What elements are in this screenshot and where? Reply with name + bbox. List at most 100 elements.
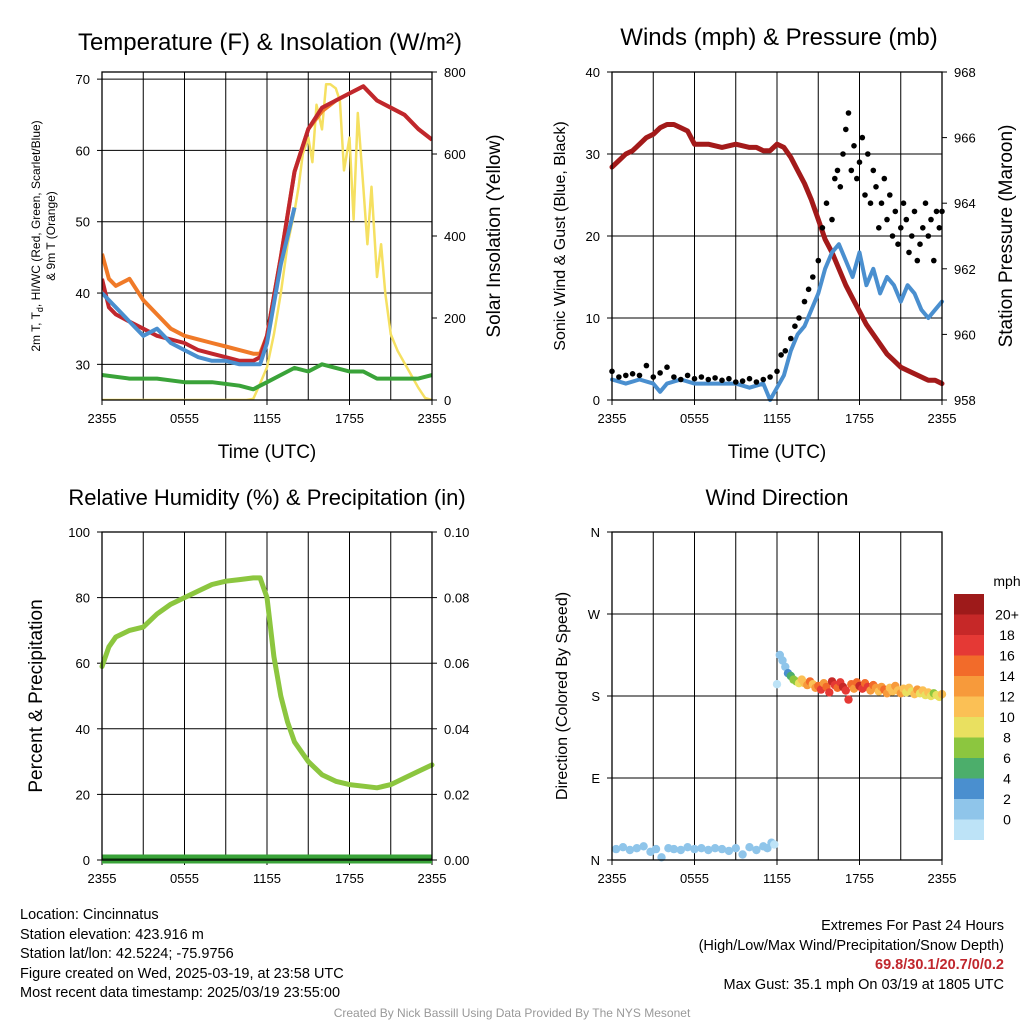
panel4-xtick-label: 0555 <box>680 871 709 886</box>
panel3-xtick-label: 2355 <box>418 871 447 886</box>
panel1-xtick-label: 1755 <box>335 411 364 426</box>
panel3-xtick-label: 1755 <box>335 871 364 886</box>
gust-point <box>931 257 937 264</box>
extremes-subtitle: (High/Low/Max Wind/Precipitation/Snow De… <box>698 937 1004 954</box>
gust-point <box>887 192 893 198</box>
panel1-ytick-label: 50 <box>76 215 90 230</box>
panel4-ytick-label: E <box>591 771 600 786</box>
gust-point <box>840 151 846 157</box>
panel4-ylabel: Direction (Colored By Speed) <box>554 592 571 800</box>
panel2-ytick-label: 30 <box>586 147 600 162</box>
direction-point <box>683 843 692 852</box>
gust-point <box>753 379 760 385</box>
gust-point <box>854 175 860 182</box>
legend-label: 4 <box>1003 771 1011 787</box>
gust-point <box>881 175 888 182</box>
station-location: Location: Cincinnatus <box>20 907 159 923</box>
legend-swatch <box>954 758 984 779</box>
panel3-xtick-label: 0555 <box>170 871 199 886</box>
gust-point <box>643 362 650 369</box>
legend-swatch <box>954 635 984 656</box>
gust-point <box>843 126 849 133</box>
panel3-ytick-label: 60 <box>76 656 90 671</box>
gust-point <box>832 175 838 182</box>
gust-point <box>936 225 943 231</box>
direction-point <box>841 686 850 695</box>
gust-point <box>678 376 684 383</box>
ylabel-part-b: , HI/WC (Red, Green, Scarlet/Blue) <box>29 120 43 307</box>
direction-point <box>770 840 779 849</box>
direction-point <box>632 844 641 853</box>
extremes-title: Extremes For Past 24 Hours <box>821 918 1004 934</box>
legend-label: 14 <box>999 668 1015 684</box>
panel1-xtick-label: 1155 <box>253 411 281 426</box>
gust-point <box>928 216 934 223</box>
panel1-y2tick-label: 200 <box>444 311 466 326</box>
gust-point <box>829 216 835 223</box>
ylabel-part-a: 2m T, T <box>29 311 43 351</box>
gust-point <box>889 233 896 239</box>
station-elevation: Station elevation: 423.916 m <box>20 926 204 943</box>
panel2-y2tick-label: 958 <box>954 393 976 408</box>
gust-point <box>726 375 732 382</box>
gust-point <box>636 372 643 379</box>
panel2-xtick-label: 1755 <box>845 411 874 426</box>
direction-point <box>611 844 621 854</box>
panel2-ylabel: Sonic Wind & Gust (Blue, Black) <box>552 121 569 350</box>
gust-point <box>616 374 622 380</box>
panel2-ytick-label: 0 <box>593 393 600 408</box>
gust-point <box>873 184 879 190</box>
gust-point <box>922 200 929 206</box>
gust-point <box>796 315 802 321</box>
panel1-ytick-label: 60 <box>76 143 90 158</box>
gust-point <box>733 379 739 385</box>
gust-point <box>903 216 910 223</box>
panel1-xlabel: Time (UTC) <box>218 442 317 463</box>
legend-label: 20+ <box>995 607 1019 623</box>
panel1-y2tick-label: 0 <box>444 393 451 408</box>
gust-point <box>767 374 773 380</box>
panel3-y2tick-label: 0.08 <box>444 591 469 606</box>
legend-swatch <box>954 799 984 820</box>
legend-swatch <box>954 778 984 799</box>
direction-point <box>731 844 740 853</box>
direction-point <box>752 845 761 855</box>
gust-point <box>815 257 822 264</box>
gust-point <box>760 376 767 383</box>
panel3-xtick-label: 1155 <box>253 871 281 886</box>
gust-point <box>925 233 932 239</box>
gust-point <box>865 151 871 157</box>
direction-point <box>710 844 720 853</box>
gust-point <box>782 348 789 354</box>
panel1-y2tick-label: 600 <box>444 147 466 162</box>
panel3-xtick-label: 2355 <box>88 871 117 886</box>
panel3-y2tick-label: 0.04 <box>444 722 469 737</box>
panel3-frame <box>101 531 433 861</box>
panel3-y2tick-label: 0.10 <box>444 525 469 540</box>
panel3-title: Relative Humidity (%) & Precipitation (i… <box>68 485 465 510</box>
direction-point <box>717 844 727 854</box>
panel3-ytick-label: 0 <box>83 853 90 868</box>
panel4-ytick-label: N <box>591 853 600 868</box>
series-line-sonic-wind <box>610 242 944 402</box>
panel1-xtick-label: 2355 <box>88 411 117 426</box>
gust-point <box>819 225 826 231</box>
panel3-y2tick-label: 0.06 <box>444 656 469 671</box>
direction-point <box>676 845 685 855</box>
series-line-2m-t <box>102 84 432 363</box>
panel2-y2tick-label: 968 <box>954 65 976 80</box>
panel1-ylabel-line2: & 9m T (Orange) <box>44 191 58 281</box>
panel2-xtick-label: 2355 <box>598 411 627 426</box>
gust-point <box>623 372 629 379</box>
gust-point <box>837 184 844 190</box>
gust-point <box>774 368 780 375</box>
gust-point <box>895 241 901 247</box>
panel1-xtick-label: 2355 <box>418 411 447 426</box>
gust-point <box>900 200 907 206</box>
panel2-ytick-label: 20 <box>586 229 600 244</box>
series-line-hi-wc <box>102 207 297 367</box>
gust-point <box>778 352 784 358</box>
gust-point <box>851 143 857 149</box>
panel4-xtick-label: 1155 <box>763 871 791 886</box>
direction-point <box>669 844 679 854</box>
